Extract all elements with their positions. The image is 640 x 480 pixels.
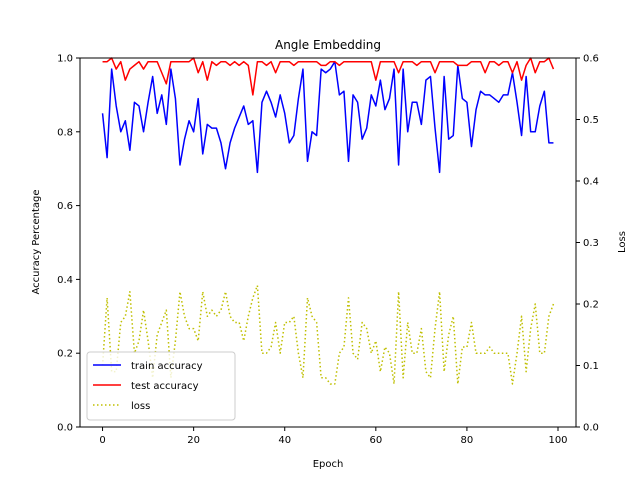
y2-tick-label: 0.0 xyxy=(583,423,599,434)
x-tick-label: 20 xyxy=(187,435,200,446)
series-lines xyxy=(101,57,555,385)
legend-box xyxy=(86,351,236,421)
legend-label: loss xyxy=(131,401,150,412)
series-line-test-accuracy xyxy=(102,57,555,96)
x-axis-label: Epoch xyxy=(313,459,344,470)
x-tick-label: 60 xyxy=(369,435,382,446)
y2-tick-label: 0.6 xyxy=(583,54,599,65)
y-tick-label: 0.6 xyxy=(57,201,73,212)
y-axis-label: Accuracy Percentage xyxy=(31,189,42,294)
x-tick-label: 80 xyxy=(461,435,474,446)
y-tick-label: 0.4 xyxy=(57,275,73,286)
legend-label: test accuracy xyxy=(131,381,199,392)
y-tick-label: 0.2 xyxy=(57,349,73,360)
x-axis-ticks: 0 20 40 60 80 100 xyxy=(99,427,568,446)
series-line-loss xyxy=(101,284,555,385)
legend-label: train accuracy xyxy=(131,361,203,372)
x-tick-label: 40 xyxy=(278,435,291,446)
x-tick-label: 0 xyxy=(99,435,105,446)
y2-tick-label: 0.4 xyxy=(583,177,599,188)
y2-axis-label: Loss xyxy=(617,231,628,253)
chart-title: Angle Embedding xyxy=(275,38,381,52)
y2-tick-label: 0.1 xyxy=(583,361,599,372)
y-tick-label: 0.0 xyxy=(57,423,73,434)
y-axis-ticks: 0.0 0.2 0.4 0.6 0.8 1.0 xyxy=(57,54,80,434)
y-tick-label: 1.0 xyxy=(57,54,73,65)
legend: train accuracy test accuracy loss xyxy=(86,351,236,421)
y-tick-label: 0.8 xyxy=(57,127,73,138)
y2-tick-label: 0.2 xyxy=(583,300,599,311)
x-tick-label: 100 xyxy=(548,435,567,446)
y2-tick-label: 0.3 xyxy=(583,238,599,249)
y2-axis-ticks: 0.0 0.1 0.2 0.3 0.4 0.5 0.6 xyxy=(576,54,599,434)
y2-tick-label: 0.5 xyxy=(583,115,599,126)
series-line-train-accuracy xyxy=(101,60,554,174)
